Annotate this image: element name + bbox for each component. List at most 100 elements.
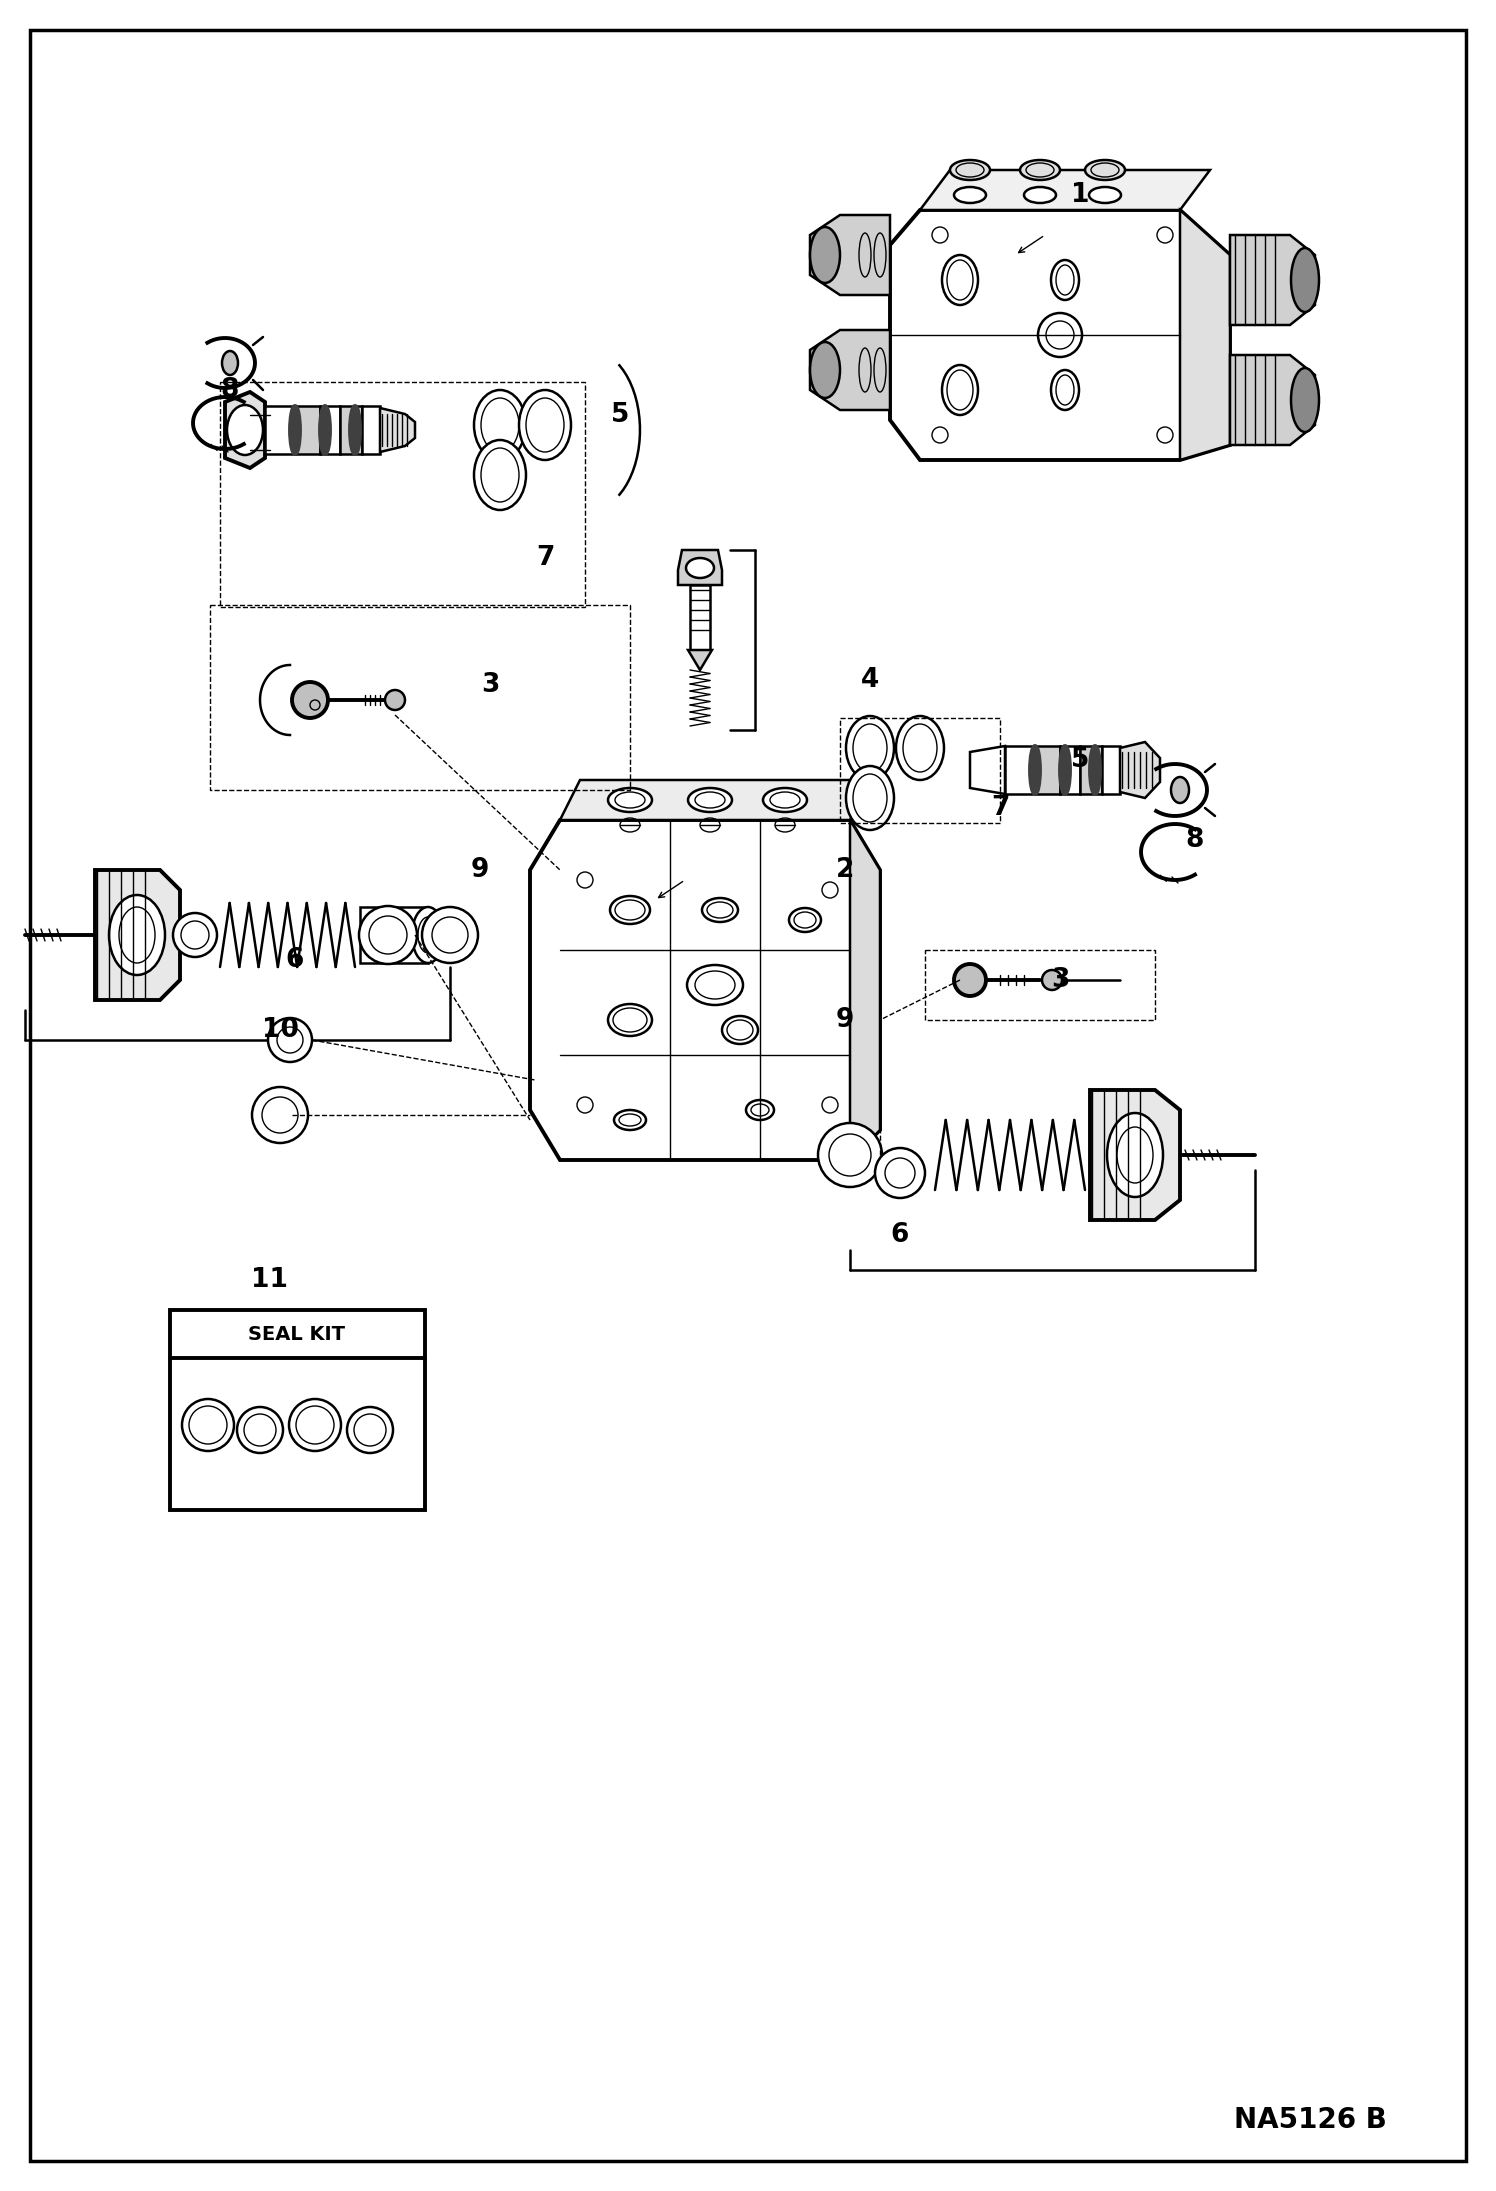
Text: 11: 11 — [251, 1266, 289, 1293]
Bar — [1080, 745, 1103, 793]
Bar — [295, 405, 320, 454]
Polygon shape — [678, 550, 723, 585]
Text: 5: 5 — [1071, 747, 1089, 773]
Ellipse shape — [954, 964, 986, 997]
Bar — [209, 605, 630, 791]
Text: 2: 2 — [836, 857, 854, 883]
Ellipse shape — [896, 716, 944, 780]
Bar — [1103, 745, 1121, 793]
Polygon shape — [96, 870, 180, 999]
Polygon shape — [1230, 234, 1315, 324]
Text: 7: 7 — [536, 546, 554, 572]
Ellipse shape — [221, 351, 238, 375]
Ellipse shape — [613, 1111, 646, 1131]
Ellipse shape — [687, 964, 744, 1006]
Ellipse shape — [422, 907, 479, 964]
Bar — [361, 907, 428, 964]
Polygon shape — [809, 215, 890, 296]
Ellipse shape — [347, 1407, 393, 1453]
Polygon shape — [1230, 355, 1315, 445]
Ellipse shape — [109, 894, 165, 975]
Ellipse shape — [359, 907, 417, 964]
Polygon shape — [1180, 210, 1230, 460]
Bar — [690, 585, 711, 651]
Ellipse shape — [747, 1100, 773, 1120]
Text: 5: 5 — [610, 401, 630, 427]
Text: 1: 1 — [1071, 182, 1089, 208]
Ellipse shape — [954, 186, 986, 204]
Ellipse shape — [1091, 745, 1100, 793]
Text: 8: 8 — [1186, 826, 1204, 852]
Text: 8: 8 — [221, 377, 239, 403]
Bar — [320, 405, 340, 454]
Text: NA5126 B: NA5126 B — [1234, 2106, 1387, 2134]
Bar — [1035, 745, 1061, 793]
Ellipse shape — [1291, 368, 1319, 432]
Ellipse shape — [875, 1148, 925, 1198]
Text: 7: 7 — [990, 795, 1010, 822]
Ellipse shape — [1020, 160, 1061, 180]
Polygon shape — [890, 210, 1230, 460]
Polygon shape — [1121, 743, 1159, 798]
Ellipse shape — [1061, 745, 1070, 793]
Ellipse shape — [1038, 313, 1082, 357]
Polygon shape — [380, 408, 414, 451]
Ellipse shape — [687, 559, 714, 578]
Polygon shape — [224, 392, 265, 469]
Bar — [220, 381, 585, 607]
Ellipse shape — [688, 789, 732, 813]
Ellipse shape — [1085, 160, 1125, 180]
Ellipse shape — [320, 405, 331, 454]
Text: 3: 3 — [1050, 966, 1070, 993]
Ellipse shape — [289, 1400, 341, 1450]
Text: 9: 9 — [471, 857, 489, 883]
Polygon shape — [560, 780, 871, 819]
Ellipse shape — [174, 914, 217, 957]
Bar — [340, 405, 362, 454]
Polygon shape — [850, 819, 880, 1159]
Ellipse shape — [1052, 261, 1079, 300]
Ellipse shape — [1052, 370, 1079, 410]
Ellipse shape — [942, 254, 978, 305]
Ellipse shape — [290, 405, 301, 454]
Ellipse shape — [519, 390, 571, 460]
Ellipse shape — [847, 767, 895, 830]
Ellipse shape — [610, 896, 649, 925]
Ellipse shape — [350, 405, 361, 454]
Polygon shape — [809, 331, 890, 410]
Text: SEAL KIT: SEAL KIT — [248, 1326, 346, 1343]
Polygon shape — [969, 745, 1005, 793]
Ellipse shape — [1043, 971, 1062, 990]
Polygon shape — [920, 171, 1210, 210]
Text: 4: 4 — [860, 666, 880, 692]
Ellipse shape — [292, 681, 328, 719]
Ellipse shape — [384, 690, 405, 710]
Ellipse shape — [607, 789, 652, 813]
Ellipse shape — [818, 1124, 883, 1188]
Ellipse shape — [474, 440, 527, 511]
Ellipse shape — [251, 1087, 308, 1144]
Ellipse shape — [1107, 1113, 1162, 1196]
Bar — [925, 951, 1155, 1021]
Ellipse shape — [763, 789, 806, 813]
Ellipse shape — [723, 1017, 758, 1043]
Ellipse shape — [1031, 745, 1040, 793]
Ellipse shape — [950, 160, 990, 180]
Text: 9: 9 — [836, 1008, 854, 1032]
Ellipse shape — [183, 1400, 233, 1450]
Bar — [1061, 745, 1080, 793]
Polygon shape — [688, 651, 712, 670]
Polygon shape — [530, 819, 880, 1159]
Bar — [265, 405, 295, 454]
Ellipse shape — [1291, 248, 1319, 311]
Ellipse shape — [942, 366, 978, 414]
Ellipse shape — [1171, 778, 1189, 802]
Text: 3: 3 — [480, 673, 500, 699]
Ellipse shape — [227, 405, 263, 456]
Ellipse shape — [236, 1407, 283, 1453]
Polygon shape — [1091, 1089, 1180, 1220]
Ellipse shape — [268, 1019, 313, 1063]
Bar — [171, 1310, 425, 1510]
Ellipse shape — [788, 907, 821, 931]
Ellipse shape — [474, 390, 527, 460]
